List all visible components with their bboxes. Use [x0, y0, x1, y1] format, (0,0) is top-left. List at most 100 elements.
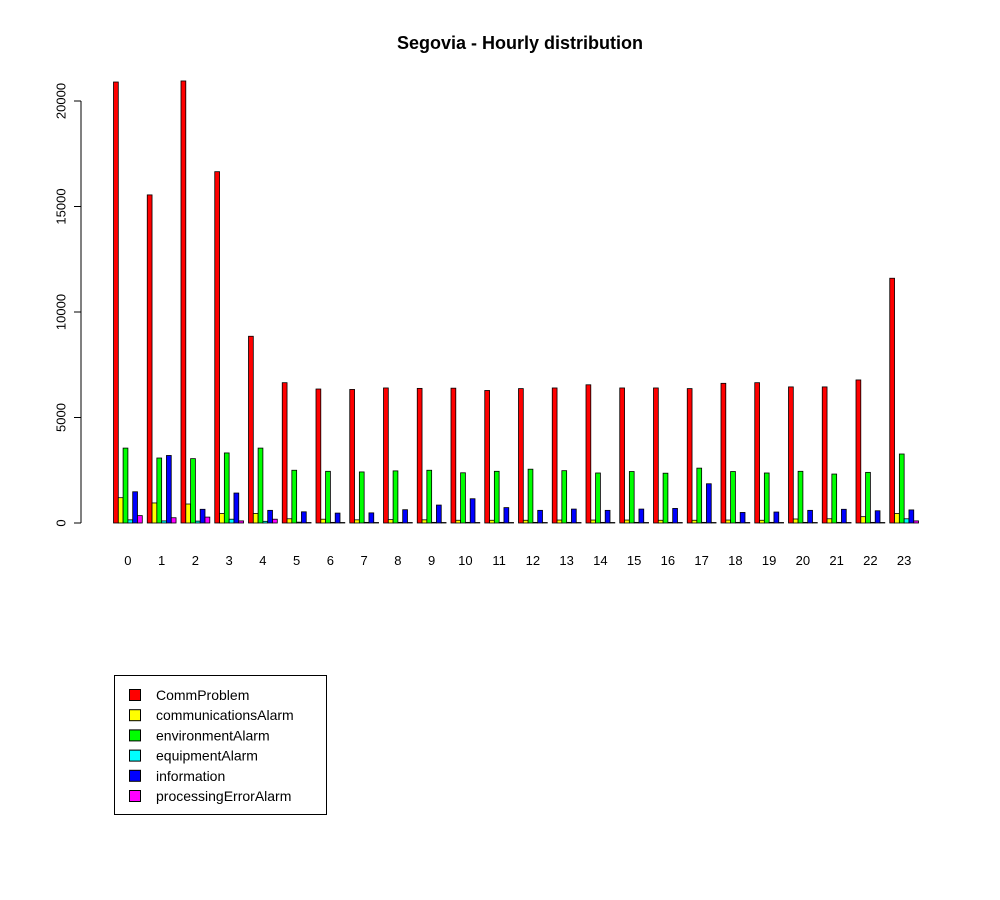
- x-tick-label: 17: [694, 553, 708, 568]
- bar-information-19: [773, 511, 780, 524]
- x-tick-label: 3: [226, 553, 233, 568]
- bar-environmentAlarm-16: [662, 472, 669, 524]
- bar-CommProblem-20: [788, 386, 794, 524]
- bar-environmentAlarm-9: [426, 469, 433, 524]
- bar-environmentAlarm-3: [223, 452, 230, 524]
- legend-label: CommProblem: [156, 687, 249, 703]
- bar-equipmentAlarm-10: [464, 521, 471, 524]
- bar-information-18: [739, 512, 746, 524]
- bar-environmentAlarm-17: [696, 467, 703, 524]
- bar-CommProblem-23: [889, 277, 895, 524]
- x-tick-label: 14: [593, 553, 607, 568]
- bar-environmentAlarm-21: [831, 473, 838, 524]
- y-tick-label: 10000: [53, 294, 68, 330]
- bar-equipmentAlarm-7: [363, 521, 370, 524]
- bar-CommProblem-19: [754, 382, 760, 524]
- bar-equipmentAlarm-12: [532, 521, 539, 524]
- bar-processingErrorAlarm-2: [204, 516, 211, 524]
- bar-CommProblem-9: [416, 387, 423, 524]
- x-tick-label: 9: [428, 553, 435, 568]
- bar-environmentAlarm-22: [865, 471, 871, 524]
- bar-equipmentAlarm-3: [228, 518, 235, 524]
- bar-CommProblem-6: [315, 388, 322, 524]
- bar-equipmentAlarm-5: [296, 521, 302, 524]
- bar-equipmentAlarm-20: [802, 521, 809, 524]
- bar-information-15: [638, 508, 645, 524]
- bar-information-16: [672, 508, 678, 524]
- bar-processingErrorAlarm-14: [609, 522, 616, 524]
- bar-information-13: [571, 508, 577, 524]
- bar-information-12: [537, 509, 543, 524]
- bar-communicationsAlarm-14: [590, 519, 596, 524]
- bar-information-9: [436, 504, 442, 524]
- chart-title: Segovia - Hourly distribution: [397, 33, 643, 53]
- bar-equipmentAlarm-11: [498, 521, 505, 524]
- y-tick-label: 0: [53, 519, 68, 526]
- bar-equipmentAlarm-19: [768, 521, 775, 524]
- bar-equipmentAlarm-14: [600, 521, 606, 524]
- bar-communicationsAlarm-20: [792, 518, 799, 524]
- bar-CommProblem-14: [585, 384, 592, 524]
- x-tick-label: 12: [526, 553, 540, 568]
- bar-environmentAlarm-12: [527, 468, 534, 524]
- bar-information-17: [706, 483, 712, 524]
- bar-environmentAlarm-15: [628, 471, 635, 524]
- bar-processingErrorAlarm-10: [474, 522, 481, 524]
- bar-communicationsAlarm-13: [556, 519, 563, 524]
- bar-information-6: [334, 512, 341, 524]
- bar-environmentAlarm-4: [257, 447, 264, 524]
- bar-processingErrorAlarm-7: [373, 522, 379, 524]
- bar-information-8: [402, 509, 408, 524]
- bar-environmentAlarm-10: [460, 472, 466, 524]
- bar-environmentAlarm-14: [595, 472, 601, 524]
- legend-swatch: [129, 790, 141, 802]
- x-tick-label: 1: [158, 553, 165, 568]
- bar-processingErrorAlarm-6: [339, 522, 346, 524]
- bar-communicationsAlarm-22: [860, 516, 866, 524]
- legend-swatch: [129, 769, 141, 782]
- bar-equipmentAlarm-16: [667, 521, 674, 524]
- x-axis-labels: 0 1 2 3 4 5 6 7 8 9 10 11 12 13 14 15 16 17 18 19 20 21 22 23: [124, 553, 911, 568]
- bar-communicationsAlarm-23: [894, 513, 900, 524]
- bar-communicationsAlarm-0: [117, 497, 124, 524]
- bar-equipmentAlarm-0: [127, 519, 134, 524]
- bar-communicationsAlarm-11: [489, 519, 495, 524]
- bar-communicationsAlarm-7: [354, 519, 360, 524]
- x-tick-label: 22: [863, 553, 877, 568]
- x-tick-label: 8: [394, 553, 401, 568]
- bar-communicationsAlarm-16: [657, 519, 664, 524]
- bar-processingErrorAlarm-15: [643, 522, 649, 524]
- legend: CommProblem communicationsAlarm environmen…: [114, 675, 327, 815]
- bar-equipmentAlarm-23: [903, 518, 910, 524]
- bar-processingErrorAlarm-18: [744, 522, 751, 524]
- bar-environmentAlarm-18: [730, 471, 736, 524]
- bar-processingErrorAlarm-11: [508, 522, 514, 524]
- legend-box: [114, 675, 327, 815]
- bar-environmentAlarm-1: [156, 457, 163, 524]
- x-tick-label: 7: [361, 553, 368, 568]
- bar-CommProblem-21: [821, 386, 828, 524]
- bar-environmentAlarm-19: [763, 472, 770, 524]
- x-tick-label: 16: [661, 553, 675, 568]
- y-tick-label: 5000: [53, 403, 68, 432]
- bar-communicationsAlarm-17: [691, 519, 698, 524]
- bar-communicationsAlarm-19: [759, 519, 765, 524]
- bar-CommProblem-17: [686, 388, 693, 524]
- bar-CommProblem-16: [653, 387, 659, 524]
- bar-processingErrorAlarm-1: [170, 517, 177, 524]
- y-axis: 0 5000 10000 15000 20000: [53, 83, 82, 527]
- x-tick-label: 13: [559, 553, 573, 568]
- bar-processingErrorAlarm-5: [305, 522, 312, 524]
- bar-equipmentAlarm-13: [566, 521, 572, 524]
- bar-environmentAlarm-2: [190, 458, 196, 524]
- x-tick-label: 6: [327, 553, 334, 568]
- x-tick-label: 4: [259, 553, 266, 568]
- bar-CommProblem-13: [551, 387, 558, 524]
- bar-environmentAlarm-20: [797, 470, 804, 524]
- legend-label: communicationsAlarm: [156, 707, 294, 723]
- bar-processingErrorAlarm-0: [137, 515, 143, 524]
- x-tick-label: 19: [762, 553, 776, 568]
- bar-information-2: [199, 508, 206, 524]
- bar-CommProblem-3: [214, 171, 220, 524]
